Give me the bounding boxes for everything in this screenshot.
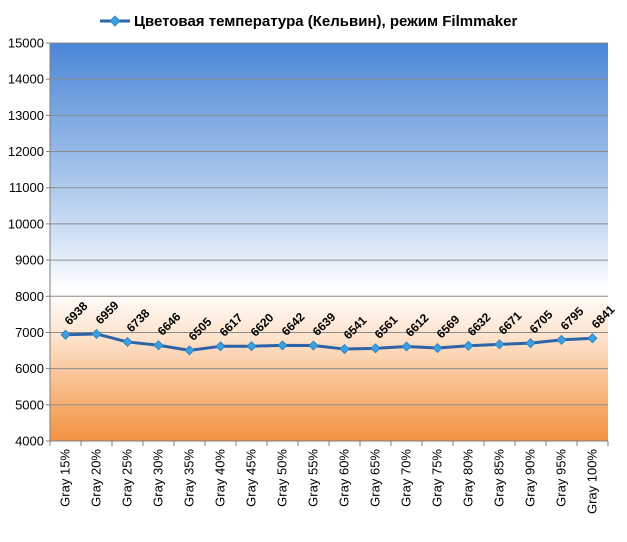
x-tick-label: Gray 80%: [461, 449, 476, 507]
data-point: [246, 341, 257, 352]
data-point: [215, 341, 226, 352]
series-line: [65, 332, 593, 352]
y-tick-label: 12000: [8, 144, 44, 159]
x-tick-label: Gray 55%: [306, 449, 321, 507]
x-tick-label: Gray 35%: [182, 449, 197, 507]
y-tick-label: 6000: [15, 361, 44, 376]
data-point: [339, 343, 350, 355]
x-tick-label: Gray 45%: [244, 449, 259, 507]
chart-legend: Цветовая температура (Кельвин), режим Fi…: [100, 13, 517, 30]
data-point: [122, 336, 133, 347]
x-tick-label: Gray 85%: [492, 449, 507, 507]
data-point: [60, 329, 71, 340]
x-tick-labels: Gray 15% Gray 20% Gray 25% Gray 30% Gray 35%…: [58, 449, 600, 514]
data-point: [308, 340, 319, 351]
y-tick-label: 15000: [8, 36, 44, 51]
data-point: [401, 341, 412, 352]
y-tick-label: 9000: [15, 253, 44, 268]
legend-marker-icon: [109, 15, 121, 27]
data-point: [556, 334, 567, 345]
axes: [49, 43, 608, 442]
y-tick-label: 8000: [15, 289, 44, 304]
gridlines: [46, 42, 609, 446]
x-tick-label: Gray 100%: [585, 449, 600, 514]
data-point: [525, 338, 536, 349]
plot-background: [50, 43, 608, 441]
y-tick-labels: 4000 5000 6000 7000 8000 9000 10000 11000 12000 1…: [8, 36, 44, 449]
x-tick-label: Gray 95%: [554, 449, 569, 507]
y-tick-label: 7000: [15, 325, 44, 340]
x-tick-label: Gray 90%: [523, 449, 538, 507]
chart-title: Цветовая температура (Кельвин), режим Fi…: [134, 13, 517, 30]
data-point: [463, 340, 474, 351]
data-point: [587, 333, 598, 344]
x-tick-label: Gray 50%: [275, 449, 290, 507]
x-tick-label: Gray 75%: [430, 449, 445, 507]
y-tick-label: 5000: [15, 397, 44, 412]
y-tick-label: 13000: [8, 108, 44, 123]
y-tick-label: 11000: [9, 180, 44, 195]
data-point: [184, 345, 195, 356]
data-point: [494, 339, 505, 350]
x-tick-label: Gray 60%: [337, 449, 352, 507]
x-tick-label: Gray 40%: [213, 449, 228, 507]
data-point: [277, 340, 288, 351]
series: [60, 328, 598, 356]
x-tick-label: Gray 30%: [151, 449, 166, 507]
y-tick-label: 14000: [8, 72, 44, 87]
data-point: [153, 340, 164, 351]
x-tick-label: Gray 15%: [58, 449, 73, 507]
data-point: [370, 343, 381, 354]
x-tick-label: Gray 70%: [399, 449, 414, 507]
x-tick-label: Gray 65%: [368, 449, 383, 507]
data-point: [91, 328, 102, 340]
y-tick-label: 10000: [8, 216, 44, 231]
data-point: [432, 342, 443, 354]
x-tick-label: Gray 25%: [120, 449, 135, 507]
y-tick-label: 4000: [15, 434, 44, 449]
x-tick-label: Gray 20%: [89, 449, 104, 507]
